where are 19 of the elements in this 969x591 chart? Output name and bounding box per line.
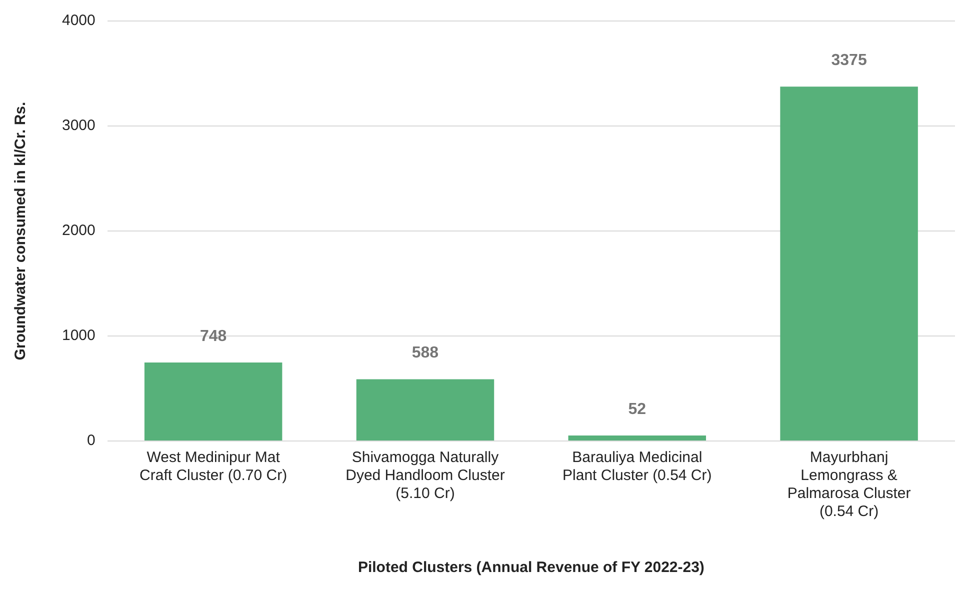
y-tick-label: 3000 — [62, 117, 96, 134]
y-tick-label: 0 — [87, 432, 96, 450]
bar — [780, 86, 918, 440]
x-tick-label: Barauliya Medicinal Plant Cluster (0.54 Cr) — [562, 449, 712, 484]
bar — [144, 362, 282, 440]
bar — [356, 379, 494, 440]
data-label: 3375 — [831, 52, 867, 70]
data-label: 588 — [412, 344, 439, 362]
y-tick-label: 2000 — [62, 222, 96, 240]
data-label: 52 — [628, 400, 646, 418]
y-tick-label: 4000 — [62, 12, 96, 30]
y-axis-title: Groundwater consumed in kl/Cr. Rs. — [12, 102, 30, 360]
y-tick-label: 1000 — [62, 327, 96, 344]
bar — [568, 436, 706, 440]
data-label: 748 — [200, 328, 227, 345]
x-tick-label: West Medinipur Mat Craft Cluster (0.70 Cr) — [140, 449, 288, 484]
x-tick-label: Shivamogga Naturally Dyed Handloom Cluster (5.10 Cr) — [346, 449, 505, 502]
x-axis-title: Piloted Clusters (Annual Revenue of FY 2022-23) — [358, 559, 704, 576]
x-tick-label: Mayurbhanj Lemongrass & Palmarosa Cluster (0.54 Cr) — [787, 449, 911, 520]
